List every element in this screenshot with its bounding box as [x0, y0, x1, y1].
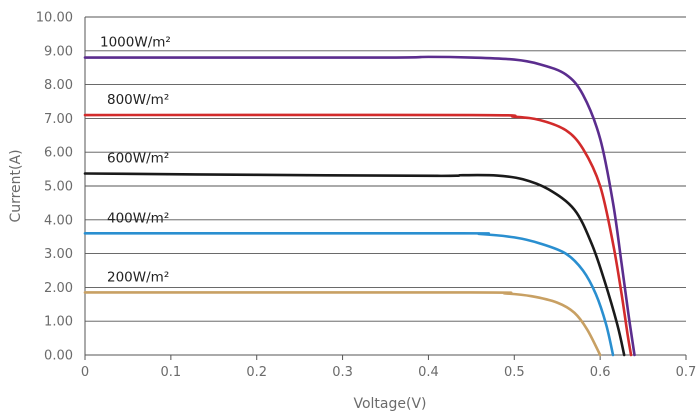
series-lines [83, 55, 636, 357]
y-tick-labels: 0.00 1.00 2.00 3.00 4.00 5.00 6.00 7.00 8.00 9.00… [36, 11, 73, 364]
y-tick-label: 5.00 [44, 180, 73, 195]
y-tick-label: 4.00 [44, 213, 73, 228]
series-label: 400W/m² [107, 210, 169, 226]
y-tick-label: 6.00 [44, 146, 73, 161]
series-label: 200W/m² [107, 269, 169, 285]
series-label: 600W/m² [107, 150, 169, 166]
series-line [83, 291, 602, 357]
axes [84, 17, 687, 360]
series-label: 1000W/m² [100, 35, 171, 51]
series-line [83, 172, 626, 357]
series-labels: 1000W/m² 800W/m² 600W/m² 400W/m² 200W/m² [100, 35, 171, 286]
y-tick-label: 3.00 [44, 247, 73, 262]
x-tick-label: 0.4 [418, 365, 439, 380]
series-label: 800W/m² [107, 92, 169, 108]
x-tick-label: 0.1 [161, 365, 182, 380]
x-tick-labels: 0 0.1 0.2 0.3 0.4 0.5 0.6 0.7 [81, 365, 696, 380]
grid-lines [85, 16, 686, 356]
x-tick-label: 0.5 [504, 365, 525, 380]
y-axis-title: Current(A) [8, 149, 24, 222]
series-line [83, 113, 633, 357]
x-tick-label: 0.3 [332, 365, 353, 380]
y-tick-label: 8.00 [44, 78, 73, 93]
x-tick-label: 0 [81, 365, 89, 380]
y-tick-label: 10.00 [36, 11, 73, 26]
series-line [83, 231, 615, 357]
y-tick-label: 2.00 [44, 281, 73, 296]
y-tick-label: 1.00 [44, 315, 73, 330]
y-tick-label: 7.00 [44, 112, 73, 127]
x-tick-label: 0.2 [246, 365, 267, 380]
x-axis-title: Voltage(V) [353, 396, 426, 411]
y-tick-label: 0.00 [44, 349, 73, 364]
x-tick-label: 0.6 [590, 365, 611, 380]
y-tick-label: 9.00 [44, 44, 73, 59]
x-tick-label: 0.7 [676, 365, 697, 380]
series-line [83, 55, 636, 357]
